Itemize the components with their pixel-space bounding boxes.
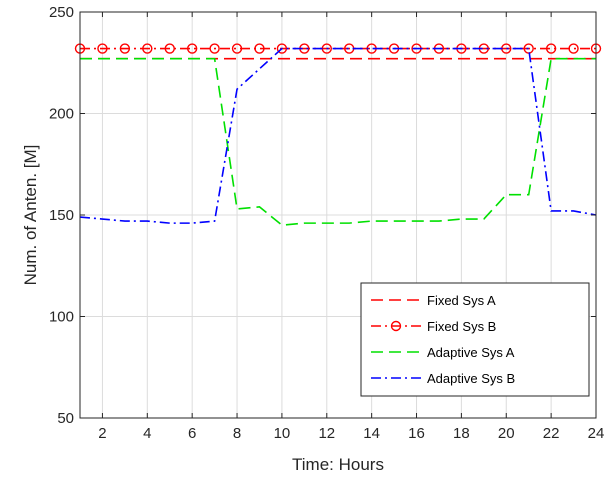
y-tick-label: 250 [49, 4, 74, 21]
legend-item: Fixed Sys B [371, 319, 496, 334]
legend-label: Adaptive Sys A [427, 345, 515, 360]
legend-label: Fixed Sys A [427, 293, 496, 308]
x-tick-label: 10 [274, 425, 291, 442]
y-tick-label: 50 [57, 410, 74, 427]
y-tick-label: 150 [49, 207, 74, 224]
y-tick-label: 100 [49, 309, 74, 326]
x-axis-label: Time: Hours [292, 455, 384, 474]
x-tick-label: 8 [233, 425, 241, 442]
data-point [164, 43, 175, 54]
legend-item: Adaptive Sys A [371, 345, 515, 360]
x-tick-label: 16 [408, 425, 425, 442]
legend-label: Fixed Sys B [427, 319, 496, 334]
legend-item: Fixed Sys A [371, 293, 496, 308]
series-line [80, 57, 596, 226]
series-adaptive-sys-b [79, 47, 597, 224]
x-tick-label: 18 [453, 425, 470, 442]
x-tick-label: 22 [543, 425, 560, 442]
data-point [119, 43, 131, 54]
series-fixed-sys-b [74, 43, 602, 54]
data-point [568, 43, 579, 54]
data-point [254, 43, 265, 54]
data-point [186, 43, 198, 54]
data-point [276, 43, 288, 54]
data-point [97, 43, 108, 54]
legend-box [360, 282, 590, 397]
series-line [79, 47, 597, 224]
legend: Fixed Sys A Fixed Sys B Adaptive Sys A Adap… [360, 282, 590, 397]
legend-label: Adaptive Sys B [427, 371, 515, 386]
data-point [231, 43, 243, 54]
legend-marker-sample [390, 320, 402, 332]
x-tick-label: 24 [588, 425, 605, 442]
x-tick-label: 2 [98, 425, 106, 442]
x-tick-label: 14 [363, 425, 380, 442]
y-axis-label: Num. of Anten. [M] [21, 145, 40, 286]
x-tick-label: 12 [318, 425, 335, 442]
y-tick-label: 200 [49, 106, 74, 123]
legend-item: Adaptive Sys B [371, 371, 515, 386]
data-point [209, 43, 220, 54]
data-point [142, 43, 153, 54]
series-adaptive-sys-a [80, 57, 596, 226]
data-point [545, 43, 557, 54]
series-layer [74, 43, 602, 226]
x-tick-label: 4 [143, 425, 151, 442]
x-tick-label: 6 [188, 425, 196, 442]
x-tick-label: 20 [498, 425, 515, 442]
